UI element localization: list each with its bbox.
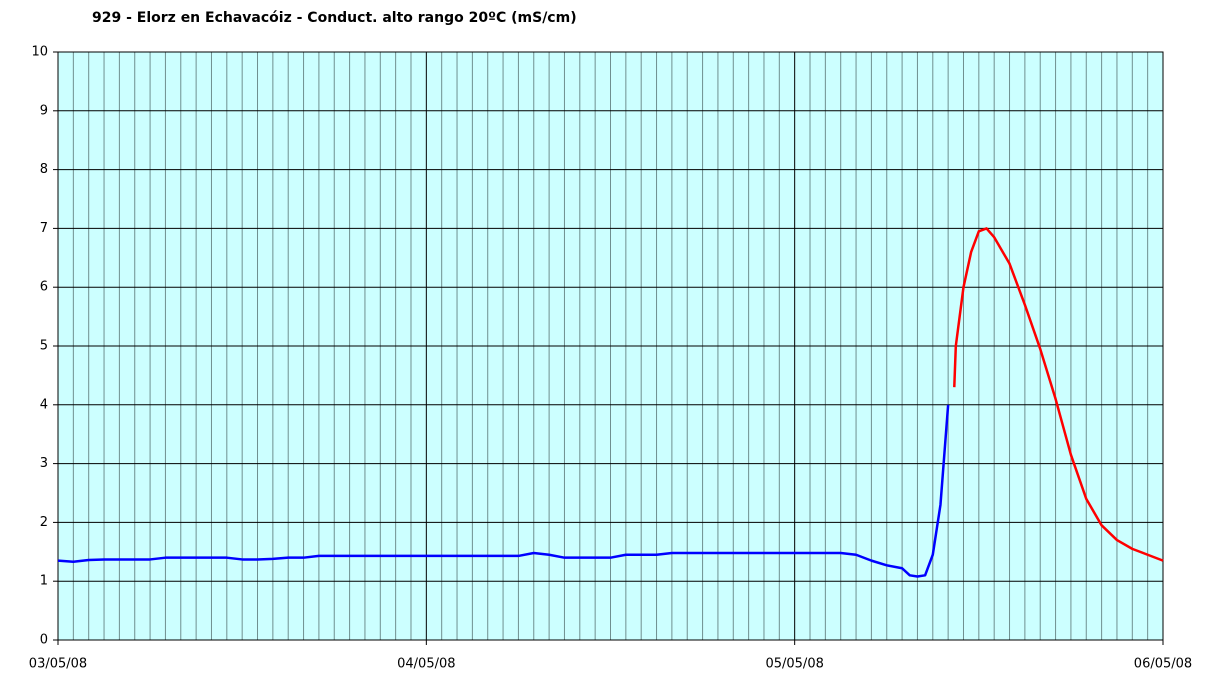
line-series xyxy=(57,404,950,578)
y-tick-label: 9 xyxy=(40,103,48,118)
y-tick-label: 7 xyxy=(40,221,48,236)
y-tick-label: 10 xyxy=(31,45,48,60)
y-tick-label: 3 xyxy=(40,456,48,471)
y-tick-label: 8 xyxy=(40,162,48,177)
y-tick-label: 0 xyxy=(40,633,48,648)
line-series xyxy=(953,227,1164,562)
plot-border xyxy=(57,51,1164,641)
x-tick-label: 05/05/08 xyxy=(765,657,823,672)
y-tick-label: 1 xyxy=(40,574,48,589)
x-tick-label: 04/05/08 xyxy=(397,657,455,672)
x-tick-label: 06/05/08 xyxy=(1134,657,1192,672)
chart-title: 929 - Elorz en Echavacóiz - Conduct. alt… xyxy=(92,10,577,26)
y-tick-label: 4 xyxy=(40,397,48,412)
y-tick-label: 2 xyxy=(40,515,48,530)
x-tick-label: 03/05/08 xyxy=(29,657,87,672)
y-tick-label: 5 xyxy=(40,339,48,354)
y-tick-label: 6 xyxy=(40,280,48,295)
